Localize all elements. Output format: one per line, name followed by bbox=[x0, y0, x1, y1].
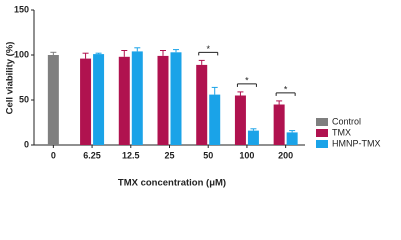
y-tick-label: 100 bbox=[14, 49, 29, 59]
bar bbox=[234, 95, 246, 145]
significance-label: * bbox=[284, 84, 288, 94]
x-tick-label: 100 bbox=[239, 150, 254, 160]
chart: Cell viability (%) TMX concentration (μM… bbox=[5, 4, 381, 189]
x-tick-label: 6.25 bbox=[83, 150, 101, 160]
bar bbox=[47, 55, 59, 145]
legend-label: TMX bbox=[332, 127, 351, 137]
bar bbox=[157, 55, 169, 145]
bar bbox=[196, 64, 208, 145]
bar bbox=[247, 130, 259, 145]
bar bbox=[286, 132, 298, 145]
x-tick-label: 200 bbox=[278, 150, 293, 160]
y-tick-label: 0 bbox=[24, 139, 29, 149]
bar bbox=[93, 54, 105, 145]
x-tick-label: 0 bbox=[51, 150, 56, 160]
legend-swatch bbox=[316, 118, 328, 126]
legend-label: Control bbox=[332, 116, 361, 126]
significance-label: * bbox=[206, 44, 210, 54]
legend-label: HMNP-TMX bbox=[332, 138, 381, 148]
legend-swatch bbox=[316, 140, 328, 148]
y-axis-title: Cell viability (%) bbox=[5, 42, 16, 115]
bar bbox=[273, 104, 285, 145]
bar bbox=[170, 52, 182, 145]
x-axis-title: TMX concentration (μM) bbox=[118, 178, 226, 189]
bar bbox=[118, 56, 130, 145]
x-tick-label: 50 bbox=[203, 150, 213, 160]
bar bbox=[131, 51, 143, 145]
bar bbox=[209, 94, 221, 145]
x-tick-label: 25 bbox=[164, 150, 174, 160]
legend-swatch bbox=[316, 129, 328, 137]
bar bbox=[80, 58, 92, 145]
y-tick-label: 150 bbox=[14, 4, 29, 14]
x-tick-label: 12.5 bbox=[122, 150, 140, 160]
significance-label: * bbox=[245, 75, 249, 85]
y-tick-label: 50 bbox=[19, 94, 29, 104]
